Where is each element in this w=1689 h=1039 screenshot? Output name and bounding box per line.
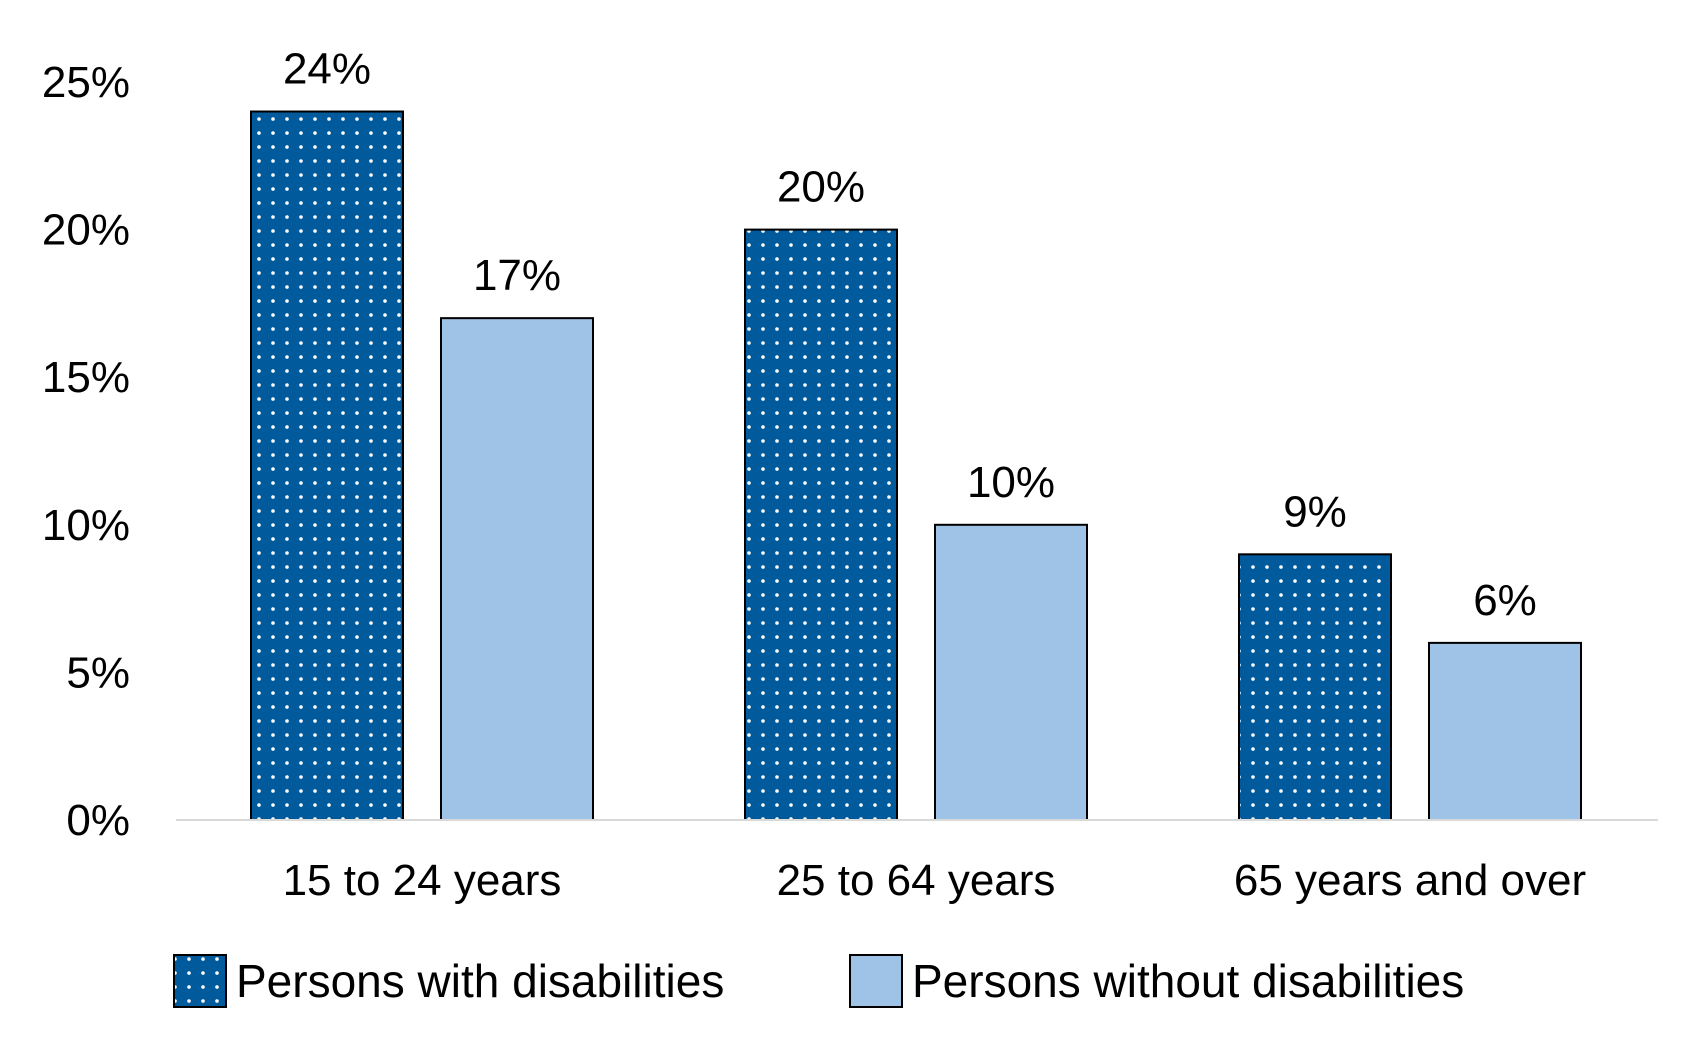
bar-without-disabilities-1 (440, 317, 594, 821)
data-labels-group: 24% 20% 9% 17% 10% 6% (283, 45, 1537, 625)
data-label: 6% (1473, 576, 1537, 625)
bar-with-disabilities-3 (1238, 553, 1392, 821)
x-category-label: 65 years and over (1234, 856, 1586, 905)
bars-group (250, 110, 1582, 822)
data-label: 17% (473, 251, 561, 300)
y-tick-label: 5% (66, 648, 130, 697)
legend-swatch-with-disabilities (173, 954, 227, 1008)
bar-without-disabilities-2 (934, 523, 1088, 821)
y-axis: 0% 5% 10% 15% 20% 25% (42, 58, 130, 845)
legend-swatch-without-disabilities (849, 954, 903, 1008)
y-tick-label: 15% (42, 353, 130, 402)
data-label: 9% (1283, 487, 1347, 536)
y-tick-label: 20% (42, 206, 130, 255)
legend-label: Persons with disabilities (236, 955, 724, 1007)
legend: Persons with disabilities Persons without… (173, 954, 1464, 1008)
bar-without-disabilities-3 (1428, 641, 1582, 821)
y-tick-label: 10% (42, 501, 130, 550)
y-tick-label: 0% (66, 796, 130, 845)
y-tick-label: 25% (42, 58, 130, 107)
x-category-label: 25 to 64 years (777, 856, 1056, 905)
data-label: 24% (283, 45, 371, 94)
x-category-label: 15 to 24 years (283, 856, 562, 905)
bar-with-disabilities-2 (744, 228, 898, 822)
bar-with-disabilities-1 (250, 110, 404, 821)
data-label: 20% (777, 163, 865, 212)
x-axis: 15 to 24 years 25 to 64 years 65 years and… (283, 856, 1587, 905)
legend-label: Persons without disabilities (912, 955, 1464, 1007)
data-label: 10% (967, 458, 1055, 507)
